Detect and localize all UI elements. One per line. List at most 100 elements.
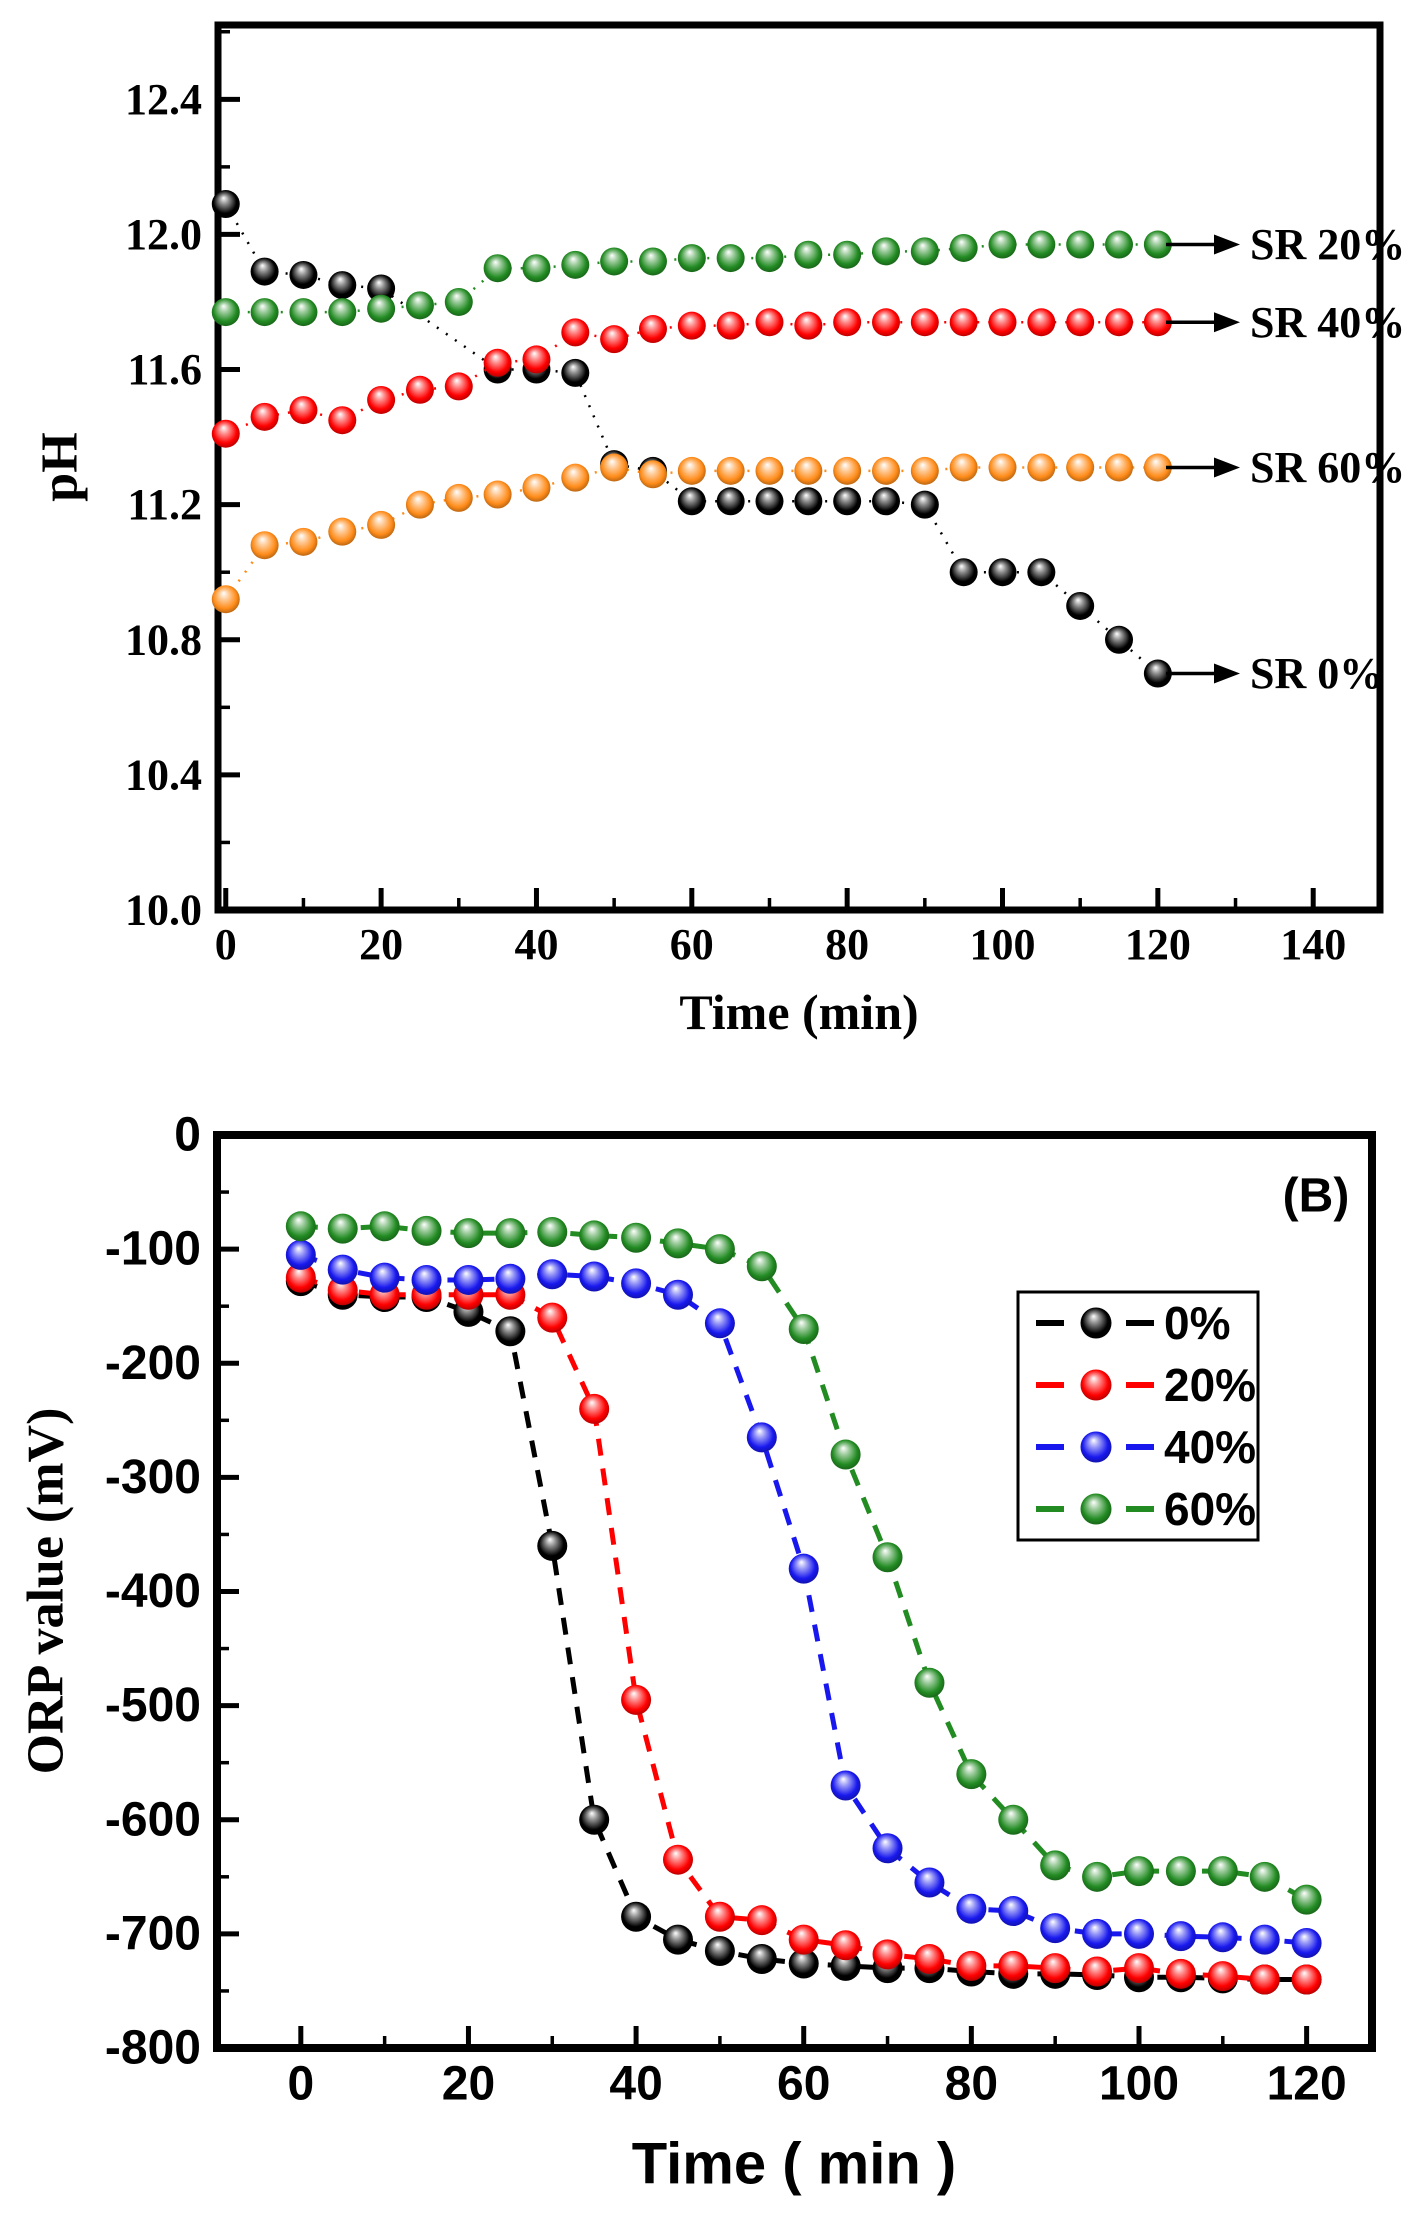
data-point [871,487,900,516]
data-point [910,456,939,485]
data-point [755,308,784,337]
data-point [483,348,512,377]
data-point [755,487,784,516]
data-point [1165,1921,1196,1952]
legend-entry-60pct: 60% [1036,1483,1256,1535]
data-point [1066,308,1095,337]
data-point [704,1901,735,1932]
x-tick-label: 0 [215,920,237,969]
data-point [746,1905,777,1936]
x-tick-label: 80 [825,920,869,969]
data-point [794,487,823,516]
data-point [830,1770,861,1801]
data-point [872,1833,903,1864]
data-point [328,271,357,300]
data-point [755,456,784,485]
data-point [1040,1850,1071,1881]
x-tick-label: 100 [970,920,1036,969]
data-point [495,1218,526,1249]
data-point [1123,1856,1154,1887]
y-tick-label: 11.6 [127,345,202,394]
data-point [1143,659,1172,688]
data-point [537,1530,568,1561]
data-point [1207,1961,1238,1992]
axis-ticks [218,30,1316,913]
x-tick-label: 40 [514,920,558,969]
data-point [788,1924,819,1955]
data-point [411,1264,442,1295]
legend-entry-0pct: 0% [1036,1297,1230,1349]
data-point [289,396,318,425]
data-point [788,1948,819,1979]
y-tick-label: -600 [105,1793,201,1846]
data-point [211,298,240,327]
data-point [956,1893,987,1924]
data-point [621,1684,652,1715]
data-point [1207,1856,1238,1887]
data-point [522,254,551,283]
legend: 0% 20% 40% 60% [1016,1290,1260,1542]
data-point [746,1422,777,1453]
data-point [1143,453,1172,482]
data-point [579,1804,610,1835]
data-point [250,257,279,286]
ph-chart: 0 20 40 60 80 100 120 140 10.0 10.4 10.8 11.2 11.6 12… [32,21,1405,1040]
x-tick-label: 120 [1125,920,1191,969]
data-point [285,1239,316,1270]
data-point [1066,591,1095,620]
data-point [483,254,512,283]
data-point [1105,453,1134,482]
data-point [405,490,434,519]
data-point [1027,230,1056,259]
data-point [537,1217,568,1248]
data-point [369,1262,400,1293]
annotation-label: SR 60% [1250,443,1405,492]
orp-chart: 0 20 40 60 80 100 120 0 -100 -200 -300 -400 -500 -600… [18,1109,1376,2197]
x-tick-label: 80 [945,2058,998,2111]
data-point [746,1943,777,1974]
data-point [250,298,279,327]
data-point [716,311,745,340]
axis-tick-labels: 0 20 40 60 80 100 120 0 -100 -200 -300 -400 -500 -600… [105,1109,1347,2111]
data-point [367,510,396,539]
y-tick-label: -200 [105,1337,201,1390]
data-point [453,1218,484,1249]
data-point [1105,308,1134,337]
data-point [833,240,862,269]
data-point [677,456,706,485]
annotation-label: SR 40% [1250,298,1405,347]
data-point [561,318,590,347]
data-point [998,1950,1029,1981]
data-point [621,1268,652,1299]
data-point [662,1279,693,1310]
data-point [871,456,900,485]
data-point [327,1213,358,1244]
data-point [830,1950,861,1981]
legend-label: 60% [1164,1483,1256,1535]
data-point [662,1228,693,1259]
data-point [522,345,551,374]
plot-frame [214,21,1384,914]
data-point [871,237,900,266]
data-point [405,375,434,404]
data-point [988,453,1017,482]
x-tick-label: 20 [442,2058,495,2111]
y-tick-label: 10.8 [125,615,202,664]
data-point [495,1316,526,1347]
data-point [1027,453,1056,482]
data-point [949,453,978,482]
data-point [211,419,240,448]
legend-marker-icon [1080,1307,1112,1339]
data-point [910,490,939,519]
annotation-arrowhead-icon [1214,312,1240,333]
data-point [250,402,279,431]
data-point [988,308,1017,337]
data-point [1123,1953,1154,1984]
data-point [444,287,473,316]
x-tick-label: 140 [1280,920,1346,969]
data-point [1082,1956,1113,1987]
data-point [956,1759,987,1790]
legend-label: 0% [1164,1297,1230,1349]
